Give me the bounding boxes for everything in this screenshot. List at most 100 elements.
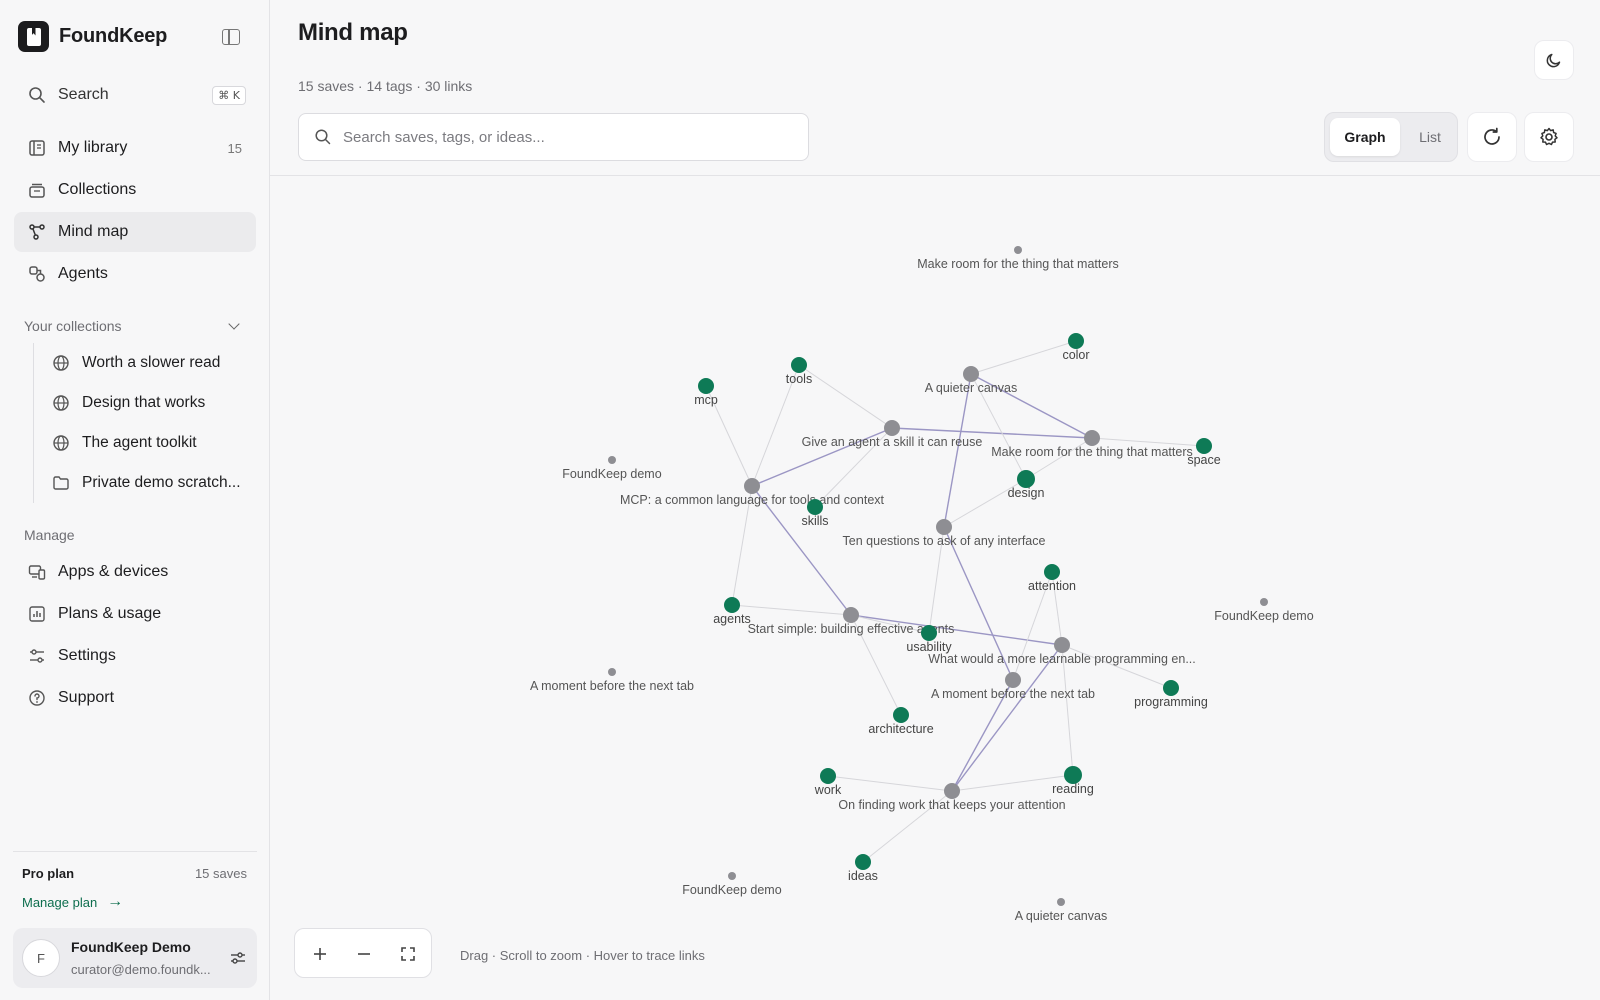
manage-nav: Apps & devices Plans & usage Settings Su…: [14, 552, 256, 720]
collection-item-worth-a-slower-read[interactable]: Worth a slower read: [52, 343, 253, 383]
graph-search-input[interactable]: [343, 114, 793, 160]
tag-node-dot[interactable]: [1064, 766, 1082, 784]
tag-node-dot[interactable]: [893, 707, 909, 723]
collection-item-design-that-works[interactable]: Design that works: [52, 383, 253, 423]
collection-item-private-demo-scratch[interactable]: Private demo scratch...: [52, 463, 253, 503]
save-node-dot[interactable]: [963, 366, 979, 382]
tag-node[interactable]: reading: [1052, 766, 1094, 796]
manage-plan-link[interactable]: Manage plan →: [22, 893, 123, 911]
graph-link: [705, 385, 753, 487]
save-node-dot[interactable]: [728, 872, 736, 880]
save-node-label: A quieter canvas: [925, 381, 1017, 395]
save-node-dot[interactable]: [1054, 637, 1070, 653]
chevron-down-icon[interactable]: [228, 318, 240, 330]
save-node[interactable]: FoundKeep demo: [1214, 598, 1314, 623]
save-node[interactable]: MCP: a common language for tools and con…: [620, 478, 885, 507]
save-node-dot[interactable]: [1005, 672, 1021, 688]
tag-node[interactable]: attention: [1028, 564, 1076, 593]
tag-node-dot[interactable]: [1068, 333, 1084, 349]
save-node[interactable]: FoundKeep demo: [562, 456, 662, 481]
tag-node-dot[interactable]: [791, 357, 807, 373]
nav-item-apps-devices[interactable]: Apps & devices: [14, 552, 256, 592]
graph-link: [943, 526, 1014, 681]
tag-node[interactable]: design: [1008, 470, 1045, 500]
tag-node[interactable]: agents: [713, 597, 751, 626]
fit-view-button[interactable]: [386, 929, 430, 979]
tag-node[interactable]: mcp: [694, 378, 718, 407]
save-node-dot[interactable]: [1260, 598, 1268, 606]
save-node[interactable]: Make room for the thing that matters: [991, 430, 1193, 459]
refresh-button[interactable]: [1467, 112, 1517, 162]
tag-node[interactable]: space: [1187, 438, 1221, 467]
tag-node[interactable]: work: [814, 768, 842, 797]
tag-node-label: mcp: [694, 393, 718, 407]
sidebar-collapse-icon[interactable]: [222, 29, 240, 45]
brand-name: FoundKeep: [59, 25, 168, 47]
nav-item-collections[interactable]: Collections: [14, 170, 256, 210]
tag-node-dot[interactable]: [1044, 564, 1060, 580]
nav-item-support[interactable]: Support: [14, 678, 256, 718]
view-list-button[interactable]: List: [1419, 129, 1441, 145]
save-node[interactable]: Make room for the thing that matters: [917, 246, 1119, 271]
save-node-dot[interactable]: [1014, 246, 1022, 254]
save-node[interactable]: What would a more learnable programming …: [928, 637, 1196, 666]
graph-settings-button[interactable]: [1524, 112, 1574, 162]
save-node-dot[interactable]: [1084, 430, 1100, 446]
save-node-dot[interactable]: [884, 420, 900, 436]
save-node[interactable]: On finding work that keeps your attentio…: [838, 783, 1066, 812]
tag-node-dot[interactable]: [724, 597, 740, 613]
mind-map-canvas[interactable]: Make room for the thing that matters A qu…: [271, 176, 1600, 1000]
save-node-dot[interactable]: [608, 668, 616, 676]
tag-node-dot[interactable]: [855, 854, 871, 870]
tag-node[interactable]: color: [1062, 333, 1090, 362]
tag-node-dot[interactable]: [1196, 438, 1212, 454]
tag-node[interactable]: programming: [1134, 680, 1208, 709]
save-node[interactable]: FoundKeep demo: [682, 872, 782, 897]
save-node[interactable]: A moment before the next tab: [931, 672, 1095, 701]
tag-node[interactable]: usability: [906, 625, 952, 654]
tag-node-dot[interactable]: [921, 625, 937, 641]
user-card[interactable]: F FoundKeep Demo curator@demo.foundk...: [13, 928, 257, 988]
save-node[interactable]: A moment before the next tab: [530, 668, 694, 693]
mind-map-graph[interactable]: Make room for the thing that matters A qu…: [271, 176, 1600, 1000]
tag-node-dot[interactable]: [698, 378, 714, 394]
tag-node-label: usability: [906, 640, 952, 654]
save-node-dot[interactable]: [608, 456, 616, 464]
save-node-dot[interactable]: [744, 478, 760, 494]
save-node[interactable]: Start simple: building effective agents: [748, 607, 955, 636]
save-node-label: Make room for the thing that matters: [917, 257, 1118, 271]
save-node[interactable]: A quieter canvas: [925, 366, 1017, 395]
nav-item-agents[interactable]: Agents: [14, 254, 256, 294]
nav-item-plans-usage[interactable]: Plans & usage: [14, 594, 256, 634]
save-node-dot[interactable]: [944, 783, 960, 799]
zoom-in-button[interactable]: [298, 929, 342, 979]
save-node[interactable]: A quieter canvas: [1015, 898, 1107, 923]
nav-item-mind-map[interactable]: Mind map: [14, 212, 256, 252]
graph-link: [951, 644, 1063, 792]
globe-icon: [53, 355, 69, 371]
tag-node[interactable]: tools: [786, 357, 812, 386]
tag-node[interactable]: ideas: [848, 854, 878, 883]
tag-node[interactable]: architecture: [868, 707, 934, 736]
sidebar-search[interactable]: Search ⌘ K: [14, 77, 256, 113]
collection-item-the-agent-toolkit[interactable]: The agent toolkit: [52, 423, 253, 463]
tag-node-dot[interactable]: [1017, 470, 1035, 488]
theme-toggle-button[interactable]: [1534, 40, 1574, 80]
tag-node[interactable]: skills: [801, 499, 829, 528]
user-settings-icon[interactable]: [229, 949, 247, 967]
tag-node-dot[interactable]: [807, 499, 823, 515]
save-node[interactable]: Give an agent a skill it can reuse: [802, 420, 983, 449]
view-graph-button[interactable]: Graph: [1330, 118, 1400, 156]
save-node-dot[interactable]: [1057, 898, 1065, 906]
tag-node-label: skills: [801, 514, 828, 528]
tag-node-label: ideas: [848, 869, 878, 883]
zoom-out-button[interactable]: [342, 929, 386, 979]
brand[interactable]: FoundKeep: [18, 21, 167, 52]
save-node[interactable]: Ten questions to ask of any interface: [843, 519, 1046, 548]
save-node-dot[interactable]: [843, 607, 859, 623]
tag-node-dot[interactable]: [1163, 680, 1179, 696]
nav-item-settings[interactable]: Settings: [14, 636, 256, 676]
save-node-dot[interactable]: [936, 519, 952, 535]
tag-node-dot[interactable]: [820, 768, 836, 784]
nav-item-my-library[interactable]: My library 15: [14, 128, 256, 168]
